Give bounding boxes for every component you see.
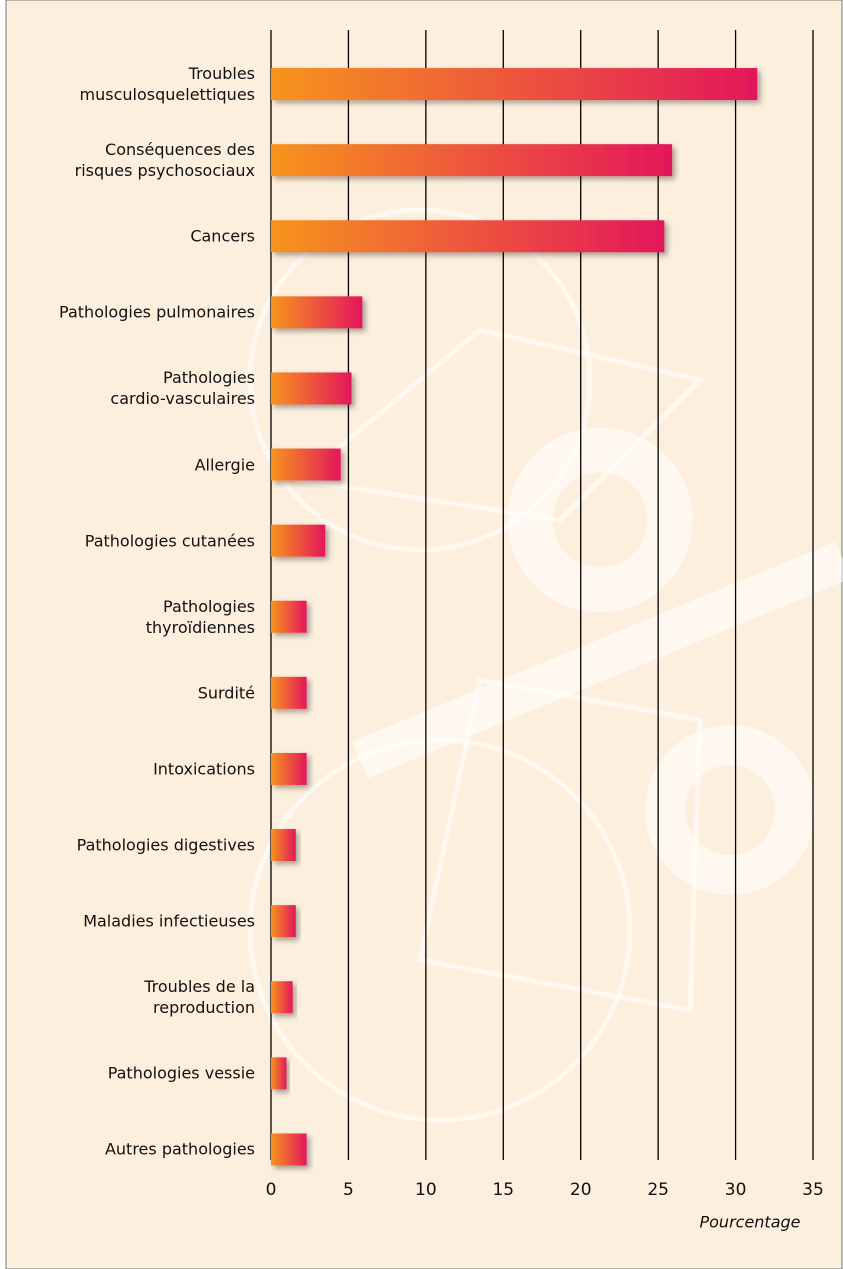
y-tick-label: Pathologies cutanées (5, 530, 255, 551)
bar (271, 68, 757, 100)
y-tick-label: Pathologies pulmonaires (5, 302, 255, 323)
bar (271, 296, 362, 328)
chart-page: Pourcentage 0 5 10 15 20 25 30 35 Troubles musc… (0, 0, 843, 1269)
y-tick-label: Allergie (5, 454, 255, 475)
x-tick-label: 15 (492, 1180, 514, 1200)
x-tick-label: 30 (725, 1180, 747, 1200)
y-tick-label: Pathologies digestives (5, 835, 255, 856)
x-tick-label: 10 (415, 1180, 437, 1200)
bar (271, 220, 664, 252)
y-tick-label: Pathologies vessie (5, 1063, 255, 1084)
bar (271, 372, 352, 404)
y-tick-label: Maladies infectieuses (5, 911, 255, 932)
x-tick-label: 35 (802, 1180, 824, 1200)
bar (271, 144, 672, 176)
y-tick-label: Troubles de la reproduction (5, 976, 255, 1018)
bar (271, 525, 325, 557)
y-tick-label: Pathologies thyroïdiennes (5, 596, 255, 638)
y-tick-label: Intoxications (5, 758, 255, 779)
x-tick-label: 5 (343, 1180, 354, 1200)
bar (271, 1057, 286, 1089)
x-tick-label: 20 (570, 1180, 592, 1200)
y-tick-label: Autres pathologies (5, 1139, 255, 1160)
bar (271, 677, 307, 709)
bar (271, 449, 341, 481)
bar (271, 1133, 307, 1165)
bar (271, 753, 307, 785)
y-tick-label: Pathologies cardio-vasculaires (5, 367, 255, 409)
x-tick-label: 0 (266, 1180, 277, 1200)
y-tick-label: Surdité (5, 682, 255, 703)
bar (271, 829, 296, 861)
bar (271, 601, 307, 633)
bar (271, 905, 296, 937)
bar (271, 981, 293, 1013)
y-tick-label: Cancers (5, 226, 255, 247)
y-tick-label: Conséquences des risques psychosociaux (5, 139, 255, 181)
x-axis-title: Pourcentage (699, 1213, 800, 1232)
y-tick-label: Troubles musculosquelettiques (5, 63, 255, 105)
x-tick-label: 25 (647, 1180, 669, 1200)
